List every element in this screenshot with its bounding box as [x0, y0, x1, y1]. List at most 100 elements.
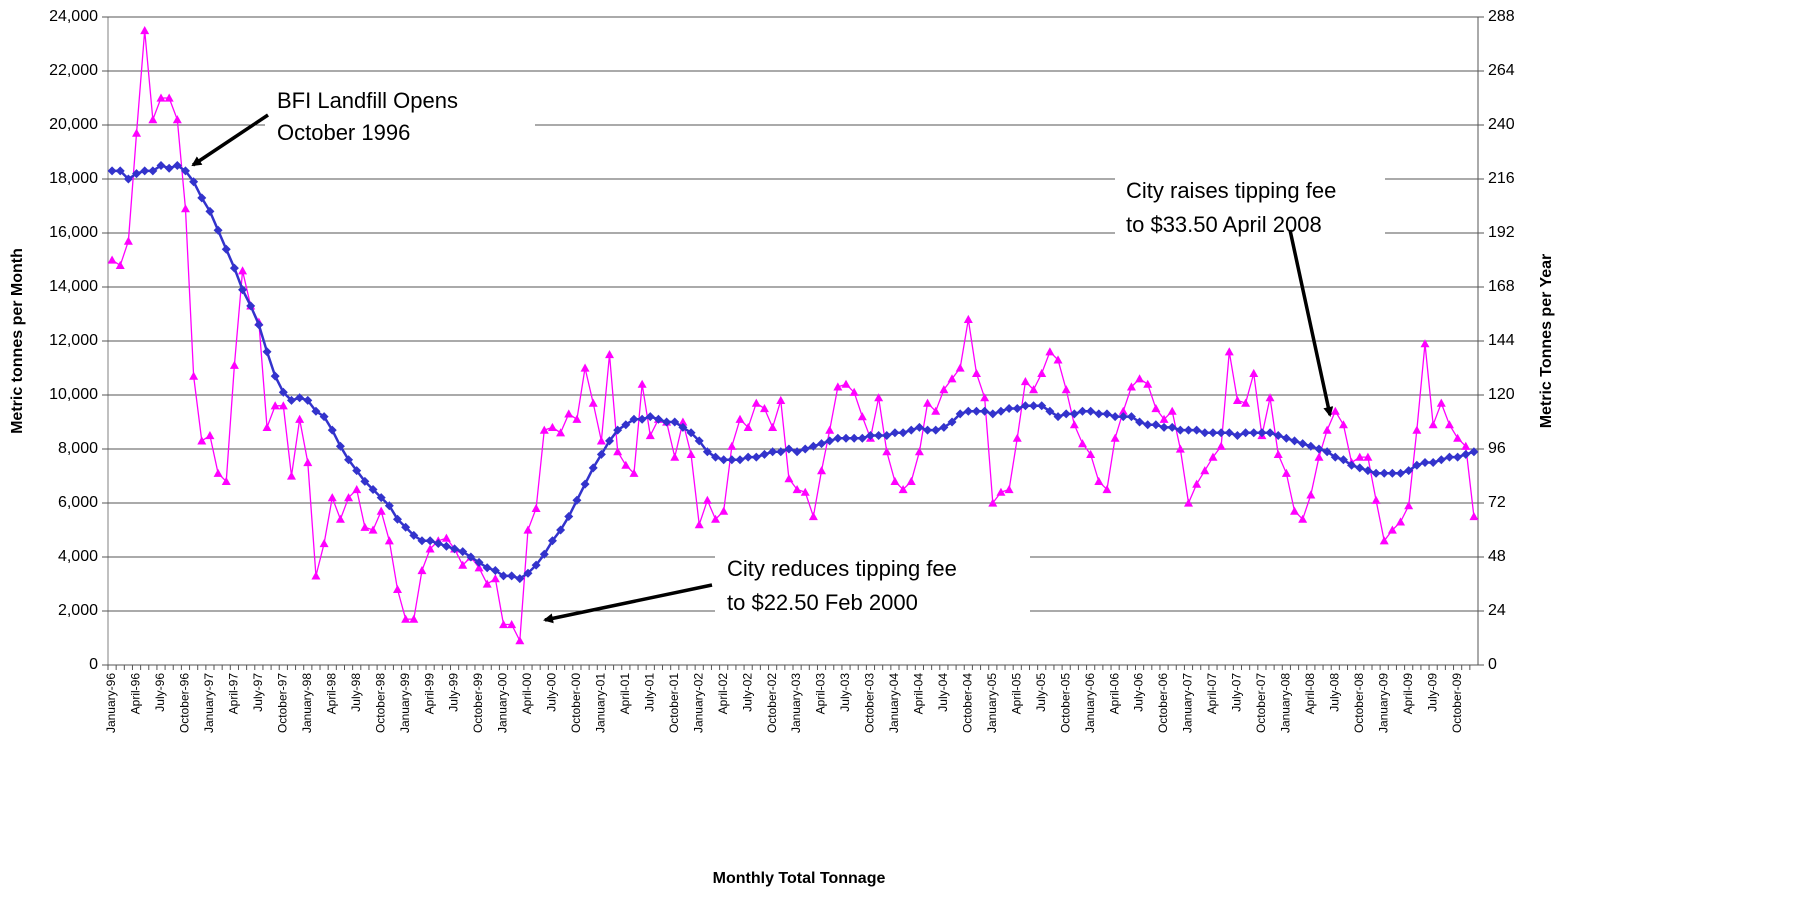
triangle-marker: [295, 414, 305, 423]
diamond-marker: [327, 425, 337, 435]
triangle-marker: [1436, 398, 1446, 407]
diamond-marker: [490, 566, 500, 575]
x-tick-group: April-02: [716, 673, 730, 715]
x-tick-group: April-99: [422, 673, 436, 715]
triangle-marker: [825, 425, 835, 434]
diamond-marker: [1167, 422, 1177, 432]
triangle-marker: [784, 474, 794, 483]
diamond-marker: [474, 557, 484, 567]
y2-tick-label: 48: [1488, 548, 1506, 565]
diamond-marker: [1347, 460, 1357, 470]
triangle-marker: [678, 417, 688, 426]
triangle-marker: [123, 236, 133, 245]
triangle-marker: [1273, 449, 1283, 458]
y-tick-label: 14,000: [49, 278, 98, 295]
triangle-marker: [1306, 490, 1316, 499]
diamond-marker: [433, 539, 443, 548]
annotation-box: [715, 548, 1030, 618]
triangle-marker: [605, 350, 615, 359]
y-tick-label: 22,000: [49, 62, 98, 79]
diamond-marker: [115, 166, 125, 176]
x-tick-label: April-98: [324, 673, 338, 715]
diamond-marker: [874, 431, 884, 440]
x-tick-group: January-05: [985, 673, 999, 733]
diamond-marker: [409, 530, 419, 540]
diamond-marker: [759, 449, 769, 459]
diamond-marker: [727, 455, 737, 465]
diamond-marker: [1396, 468, 1406, 478]
y-tick-label: 4,000: [58, 548, 98, 565]
x-tick-label: July-02: [740, 673, 754, 712]
triangle-marker: [1143, 379, 1153, 388]
diamond-marker: [572, 495, 582, 505]
x-tick-label: October-01: [667, 673, 681, 733]
x-tick-group: April-04: [912, 673, 926, 715]
diamond-marker: [1338, 455, 1348, 465]
diamond-marker: [947, 417, 957, 427]
triangle-marker: [1004, 485, 1014, 494]
diamond-marker: [613, 425, 623, 435]
diamond-marker: [743, 452, 753, 462]
diamond-marker: [278, 387, 288, 397]
diamond-marker: [768, 447, 778, 457]
triangle-marker: [360, 522, 370, 531]
x-tick-label: July-05: [1034, 673, 1048, 712]
diamond-marker: [311, 406, 321, 416]
diamond-marker: [1151, 420, 1161, 430]
triangle-marker: [768, 422, 778, 431]
x-tick-group: October-98: [373, 673, 387, 733]
diamond-marker: [132, 169, 142, 179]
x-tick-group: April-03: [814, 673, 828, 715]
diamond-marker: [384, 501, 394, 511]
x-tick-label: January-98: [300, 673, 314, 733]
triangle-marker: [156, 93, 166, 102]
x-tick-group: January-01: [594, 673, 608, 733]
x-tick-group: July-03: [838, 673, 852, 712]
y2-tick-label: 168: [1488, 278, 1515, 295]
diamond-marker: [1355, 463, 1365, 473]
diamond-marker: [580, 479, 590, 489]
x-tick-label: July-01: [642, 673, 656, 712]
x-tick-group: January-03: [789, 673, 803, 733]
triangle-marker: [1045, 347, 1055, 356]
diamond-marker: [254, 320, 264, 330]
x-tick-label: January-06: [1083, 673, 1097, 733]
diamond-marker: [107, 166, 117, 176]
triangle-marker: [458, 560, 468, 569]
diamond-marker: [507, 571, 517, 581]
y-tick-label: 16,000: [49, 224, 98, 241]
y-axis-title: Metric tonnes per Month: [9, 248, 26, 434]
diamond-marker: [156, 161, 166, 170]
triangle-marker: [906, 476, 916, 485]
diamond-marker: [1363, 466, 1373, 476]
triangle-marker: [262, 422, 272, 431]
diamond-marker: [653, 414, 663, 424]
diamond-marker: [319, 412, 329, 422]
diamond-marker: [466, 552, 476, 562]
triangle-marker: [221, 476, 231, 485]
diamond-marker: [735, 455, 745, 465]
x-tick-label: April-97: [227, 673, 241, 715]
x-tick-group: January-00: [496, 673, 510, 733]
triangle-marker: [1086, 449, 1096, 458]
diamond-marker: [1404, 466, 1414, 476]
triangle-marker: [849, 387, 859, 396]
annotation-text: to $22.50 Feb 2000: [727, 590, 918, 615]
diamond-marker: [629, 414, 639, 424]
triangle-marker: [1371, 495, 1381, 504]
y-tick-label: 24,000: [49, 8, 98, 25]
x-tick-group: January-97: [202, 673, 216, 733]
diamond-marker: [849, 433, 859, 443]
triangle-marker: [1363, 452, 1373, 461]
triangle-marker: [939, 385, 949, 394]
triangle-marker: [205, 431, 215, 440]
diamond-marker: [645, 412, 655, 422]
diamond-marker: [229, 263, 239, 273]
x-tick-group: July-96: [153, 673, 167, 712]
triangle-marker: [1208, 452, 1218, 461]
triangle-marker: [1469, 512, 1479, 521]
triangle-marker: [1012, 433, 1022, 442]
diamond-marker: [1273, 431, 1283, 440]
diamond-marker: [205, 206, 215, 216]
x-tick-group: January-99: [398, 673, 412, 733]
